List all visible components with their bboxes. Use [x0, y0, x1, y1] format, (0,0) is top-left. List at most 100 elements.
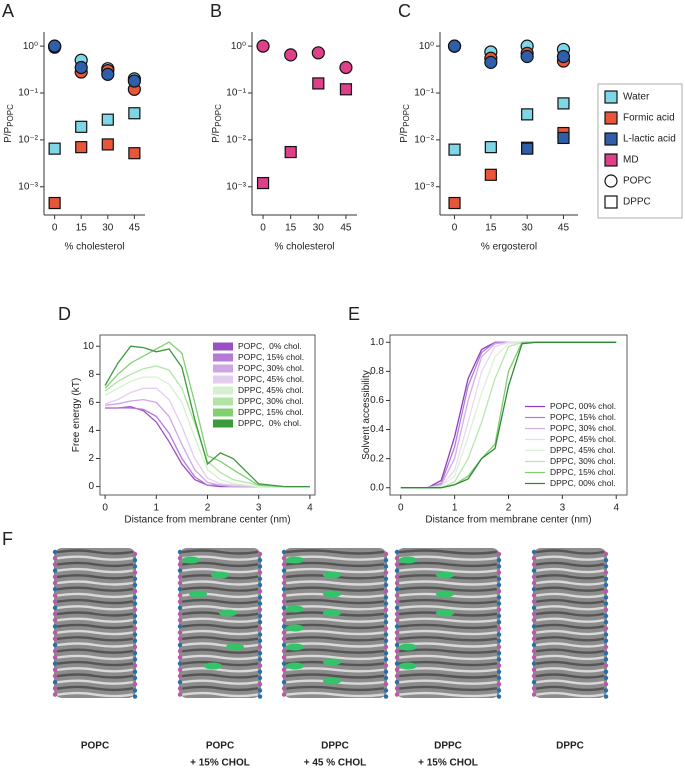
lipid-tail [535, 592, 605, 599]
headgroup [281, 655, 287, 660]
headgroup [603, 663, 609, 668]
legend-label: DPPC, 30% chol. [550, 456, 616, 466]
lipid-tail [398, 580, 498, 586]
headgroup [281, 680, 287, 685]
point [284, 48, 298, 62]
x-tick-label: 1 [452, 503, 458, 514]
cholesterol [323, 609, 341, 617]
cholesterol [286, 662, 304, 670]
headgroup [257, 657, 263, 662]
lipid-tail [56, 654, 134, 661]
lipid-tail [56, 673, 134, 679]
headgroup [177, 556, 183, 561]
y-axis-label-sub: POPC [402, 104, 411, 127]
y-axis-label: Solvent accessibility [361, 370, 372, 459]
y-tick-label: 10 [83, 341, 95, 352]
headgroup [383, 626, 389, 631]
lipid-tail [398, 660, 498, 667]
lipid-tail [56, 642, 134, 648]
headgroup [603, 688, 609, 693]
lipid-tail [398, 561, 498, 568]
legend-label: DPPC [623, 197, 651, 208]
point [256, 176, 270, 190]
lipid-tail [56, 592, 134, 599]
lipid-tail [535, 598, 605, 605]
x-tick-label: 0 [398, 503, 404, 514]
headgroup [257, 675, 263, 681]
lipid-tail [535, 611, 605, 617]
cholesterol [323, 590, 341, 598]
headgroup [177, 587, 183, 592]
headgroup [177, 661, 183, 666]
y-tick-label: 0.4 [370, 424, 384, 435]
headgroup [531, 599, 537, 604]
panel-label: F [2, 529, 13, 549]
headgroup [52, 686, 58, 691]
lipid-tail [56, 605, 134, 611]
lipid-tail [56, 691, 134, 698]
legend-label: POPC [623, 176, 651, 187]
x-tick-label: 45 [340, 223, 352, 234]
headgroup [132, 564, 138, 569]
headgroup [281, 630, 287, 635]
legend-label: POPC, 45% chol. [550, 434, 616, 444]
cholesterol [286, 605, 304, 613]
headgroup [52, 618, 58, 623]
headgroup [132, 558, 138, 563]
headgroup [531, 673, 537, 679]
headgroup [531, 568, 537, 573]
point [447, 39, 462, 53]
headgroup [52, 574, 58, 579]
headgroup [603, 675, 609, 681]
headgroup [603, 626, 609, 631]
headgroup [394, 556, 400, 561]
lipid-tail [535, 685, 605, 692]
headgroup [132, 613, 138, 619]
y-tick-label: 2 [88, 453, 94, 464]
lipid-tail [181, 648, 259, 654]
headgroup [132, 570, 138, 575]
line [104, 345, 310, 488]
legend-label: DPPC, 15% chol. [238, 407, 304, 417]
x-tick-label: 45 [558, 223, 570, 234]
headgroup [496, 601, 502, 606]
headgroup [257, 638, 263, 643]
lipid-tail [285, 549, 385, 555]
cholesterol [399, 556, 417, 564]
headgroup [132, 651, 138, 656]
lipid-tail [181, 636, 259, 642]
headgroup [281, 624, 287, 629]
headgroup [531, 655, 537, 660]
lipid-tail [285, 642, 385, 648]
headgroup [52, 580, 58, 586]
lipid-tail [181, 629, 259, 636]
headgroup [257, 682, 263, 687]
y-tick-label: 0.8 [370, 366, 384, 377]
lipid-tail [535, 654, 605, 661]
lipid-tail [535, 567, 605, 574]
headgroup [383, 564, 389, 569]
headgroup [394, 599, 400, 604]
headgroup [132, 551, 138, 557]
headgroup [281, 605, 287, 610]
line [400, 341, 617, 489]
headgroup [177, 630, 183, 635]
y-axis-label-sub: POPC [6, 104, 15, 127]
lipid-tail [181, 654, 259, 661]
headgroup [531, 642, 537, 648]
headgroup [281, 580, 287, 586]
lipid-tail [535, 636, 605, 642]
line [104, 341, 310, 488]
y-axis-label: P/PPOPC [211, 104, 223, 143]
headgroup [496, 632, 502, 637]
y-tick-label: 10⁰ [23, 41, 38, 52]
lipid-tail [535, 648, 605, 654]
headgroup [281, 642, 287, 648]
headgroup [496, 589, 502, 594]
headgroup [394, 686, 400, 691]
headgroup [177, 667, 183, 672]
x-tick-label: 1 [154, 503, 160, 514]
point [312, 77, 325, 90]
headgroup [177, 593, 183, 598]
